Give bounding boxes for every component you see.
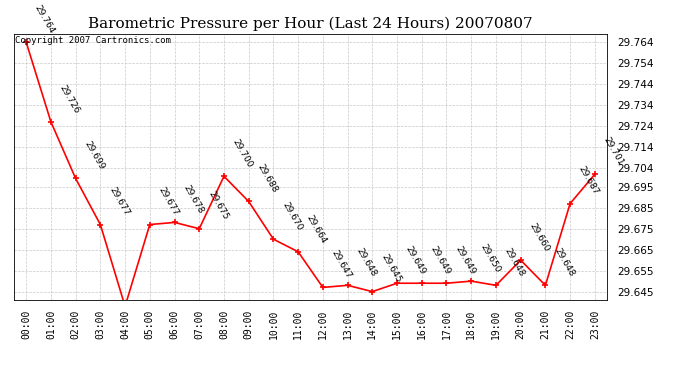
Text: 29.677: 29.677 <box>157 186 180 218</box>
Text: 29.650: 29.650 <box>478 242 502 274</box>
Text: 29.649: 29.649 <box>453 244 477 276</box>
Text: Copyright 2007 Cartronics.com: Copyright 2007 Cartronics.com <box>15 36 171 45</box>
Text: 29.677: 29.677 <box>107 186 131 218</box>
Text: 29.678: 29.678 <box>181 184 205 216</box>
Text: 29.699: 29.699 <box>83 140 106 171</box>
Text: 29.648: 29.648 <box>355 247 378 278</box>
Text: 29.701: 29.701 <box>602 135 625 167</box>
Text: 29.648: 29.648 <box>552 247 576 278</box>
Text: 29.648: 29.648 <box>503 247 526 278</box>
Text: 29.664: 29.664 <box>305 213 328 245</box>
Text: 29.638: 29.638 <box>0 374 1 375</box>
Text: 29.670: 29.670 <box>280 201 304 232</box>
Text: 29.675: 29.675 <box>206 190 230 222</box>
Text: 29.660: 29.660 <box>528 222 551 253</box>
Text: 29.764: 29.764 <box>33 3 57 35</box>
Text: 29.649: 29.649 <box>428 244 452 276</box>
Text: 29.687: 29.687 <box>577 165 600 196</box>
Text: 29.688: 29.688 <box>255 163 279 195</box>
Text: 29.649: 29.649 <box>404 244 428 276</box>
Text: 29.645: 29.645 <box>380 253 403 285</box>
Title: Barometric Pressure per Hour (Last 24 Hours) 20070807: Barometric Pressure per Hour (Last 24 Ho… <box>88 17 533 31</box>
Text: 29.700: 29.700 <box>231 138 255 170</box>
Text: 29.726: 29.726 <box>58 83 81 115</box>
Text: 29.647: 29.647 <box>330 249 353 280</box>
